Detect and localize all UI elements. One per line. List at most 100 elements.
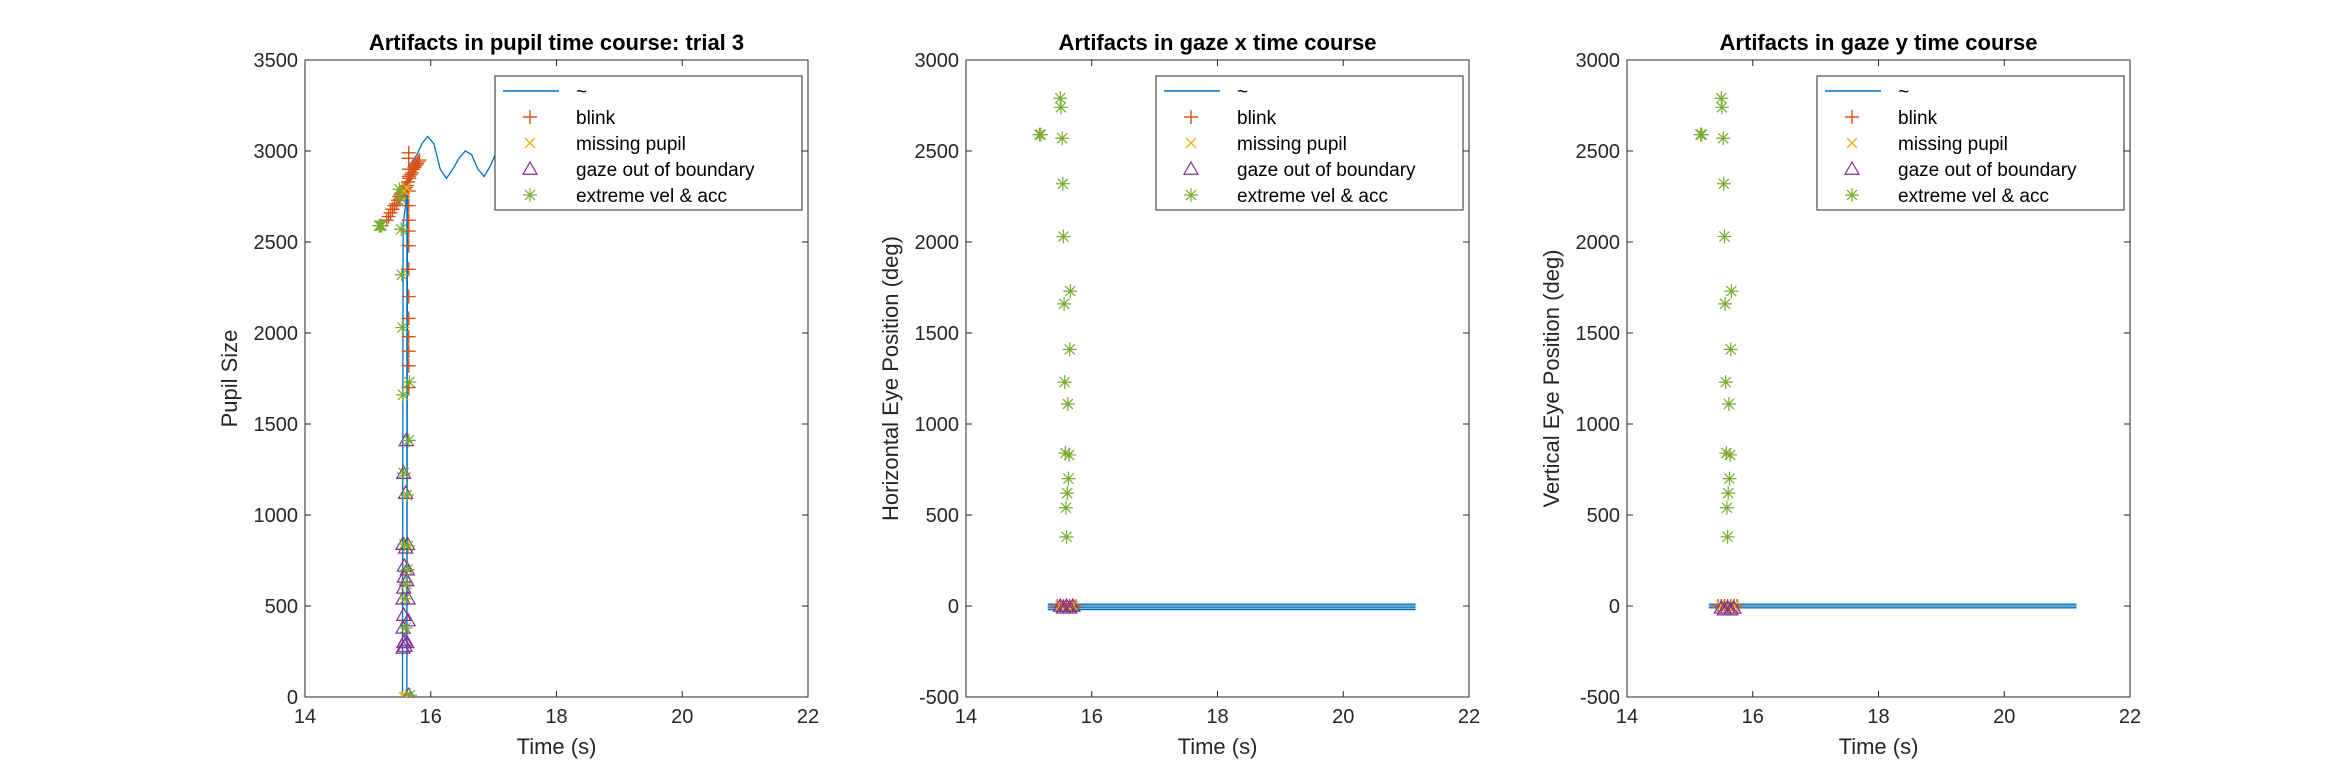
- legend-label: ~: [1898, 82, 1909, 103]
- marker-star: [1060, 396, 1075, 411]
- y-tick-label: 1000: [254, 505, 299, 527]
- marker-star: [1055, 131, 1070, 146]
- marker-star: [1059, 529, 1074, 544]
- marker-plus: [411, 154, 426, 169]
- marker-star: [1719, 500, 1734, 515]
- marker-x: [398, 691, 410, 697]
- marker-plus: [401, 169, 416, 184]
- legend-label: blink: [1237, 108, 1277, 129]
- y-tick-label: -500: [1580, 687, 1620, 709]
- legend: ~ blink missing pupil gaze out of boundary e…: [494, 75, 803, 211]
- marker-star: [1062, 447, 1077, 462]
- legend-triangle-icon: [521, 160, 539, 175]
- marker-triangle: [1722, 601, 1739, 616]
- legend-star-icon: [1184, 188, 1198, 202]
- marker-plus: [401, 289, 416, 304]
- marker-star: [397, 537, 412, 552]
- legend-x-icon: [524, 137, 536, 149]
- marker-triangle: [1064, 597, 1081, 612]
- legend-x-icon: [1185, 137, 1197, 149]
- marker-plus: [401, 344, 416, 359]
- x-axis-label: Time (s): [517, 734, 597, 759]
- x-tick-label: 14: [955, 706, 977, 728]
- marker-star: [1055, 176, 1070, 191]
- marker-star: [1057, 296, 1072, 311]
- x-tick-label: 18: [1867, 706, 1889, 728]
- x-tick-label: 20: [1332, 706, 1354, 728]
- chart-panel-3: 14 16 18 20 22 -500 0 500 1000 1500 2000 2500 3000 Ar…: [1539, 30, 2141, 759]
- marker-star: [1033, 127, 1048, 142]
- legend-plus-icon: [523, 110, 537, 124]
- marker-star: [1718, 375, 1733, 390]
- chart-panel-2: 14 16 18 20 22 -500 0 500 1000 1500 2000 2500 3000 Ar…: [878, 30, 1480, 759]
- marker-plus: [401, 358, 416, 373]
- marker-star: [1057, 375, 1072, 390]
- marker-star: [1716, 131, 1731, 146]
- legend-label: ~: [1237, 82, 1248, 103]
- marker-plus: [404, 165, 419, 180]
- y-tick-label: 2500: [915, 141, 960, 163]
- y-tick-label: 1500: [915, 323, 960, 345]
- legend-star-icon: [523, 188, 537, 202]
- y-tick-label: 3500: [254, 50, 299, 72]
- marker-star: [399, 577, 414, 592]
- legend-label: blink: [1898, 108, 1938, 129]
- marker-star: [398, 620, 413, 635]
- x-tick-label: 16: [420, 706, 442, 728]
- legend-label: extreme vel & acc: [1898, 186, 2049, 207]
- marker-plus: [401, 311, 416, 326]
- legend-star-icon: [1845, 188, 1859, 202]
- y-tick-label: 2000: [254, 323, 299, 345]
- marker-plus: [383, 205, 398, 220]
- x-tick-label: 16: [1081, 706, 1103, 728]
- marker-star: [392, 182, 407, 197]
- y-tick-label: 2500: [1576, 141, 1621, 163]
- marker-plus: [401, 198, 416, 213]
- marker-plus: [403, 167, 418, 182]
- marker-star: [1058, 446, 1073, 461]
- marker-star: [395, 320, 410, 335]
- marker-triangle: [1061, 599, 1078, 614]
- marker-triangle: [1725, 599, 1742, 614]
- marker-triangle: [396, 632, 414, 647]
- legend-label: missing pupil: [576, 134, 686, 155]
- legend-box: [1816, 75, 2125, 211]
- legend-label: blink: [576, 108, 616, 129]
- marker-plus: [412, 153, 427, 168]
- chart-title: Artifacts in gaze y time course: [1720, 30, 2038, 55]
- legend-label: extreme vel & acc: [1237, 186, 1388, 207]
- marker-star: [396, 387, 411, 402]
- y-tick-label: 500: [926, 505, 959, 527]
- marker-plus: [385, 202, 400, 217]
- marker-star: [1720, 529, 1735, 544]
- marker-star: [397, 591, 412, 606]
- y-axis-label: Horizontal Eye Position (deg): [878, 236, 903, 521]
- x-axis-label: Time (s): [1839, 734, 1919, 759]
- y-tick-label: 500: [1587, 505, 1620, 527]
- legend-box: [494, 75, 803, 211]
- y-tick-label: 1000: [1576, 414, 1621, 436]
- marker-star: [1724, 284, 1739, 299]
- x-tick-label: 18: [1206, 706, 1228, 728]
- x-axis-label: Time (s): [1178, 734, 1258, 759]
- y-tick-label: 1500: [254, 414, 299, 436]
- marker-triangle: [395, 579, 412, 594]
- marker-plus: [401, 238, 416, 253]
- marker-star: [1721, 396, 1736, 411]
- y-tick-label: 3000: [1576, 50, 1621, 72]
- marker-star: [1717, 229, 1732, 244]
- legend-box: [1155, 75, 1464, 211]
- marker-star: [1714, 100, 1729, 115]
- marker-triangle: [403, 686, 415, 697]
- x-tick-label: 16: [1742, 706, 1764, 728]
- legend-label: missing pupil: [1237, 134, 1347, 155]
- marker-star: [1056, 229, 1071, 244]
- legend-triangle-icon: [1182, 160, 1200, 175]
- chart-panel-1: 14 16 18 20 22 0 500 1000 1500 2000 2500 3000 3500 Ar…: [217, 30, 819, 759]
- legend-label: gaze out of boundary: [1898, 160, 2077, 181]
- marker-star: [1721, 486, 1736, 501]
- y-tick-label: -500: [919, 687, 959, 709]
- legend-label: gaze out of boundary: [1237, 160, 1416, 181]
- marker-star: [1718, 296, 1733, 311]
